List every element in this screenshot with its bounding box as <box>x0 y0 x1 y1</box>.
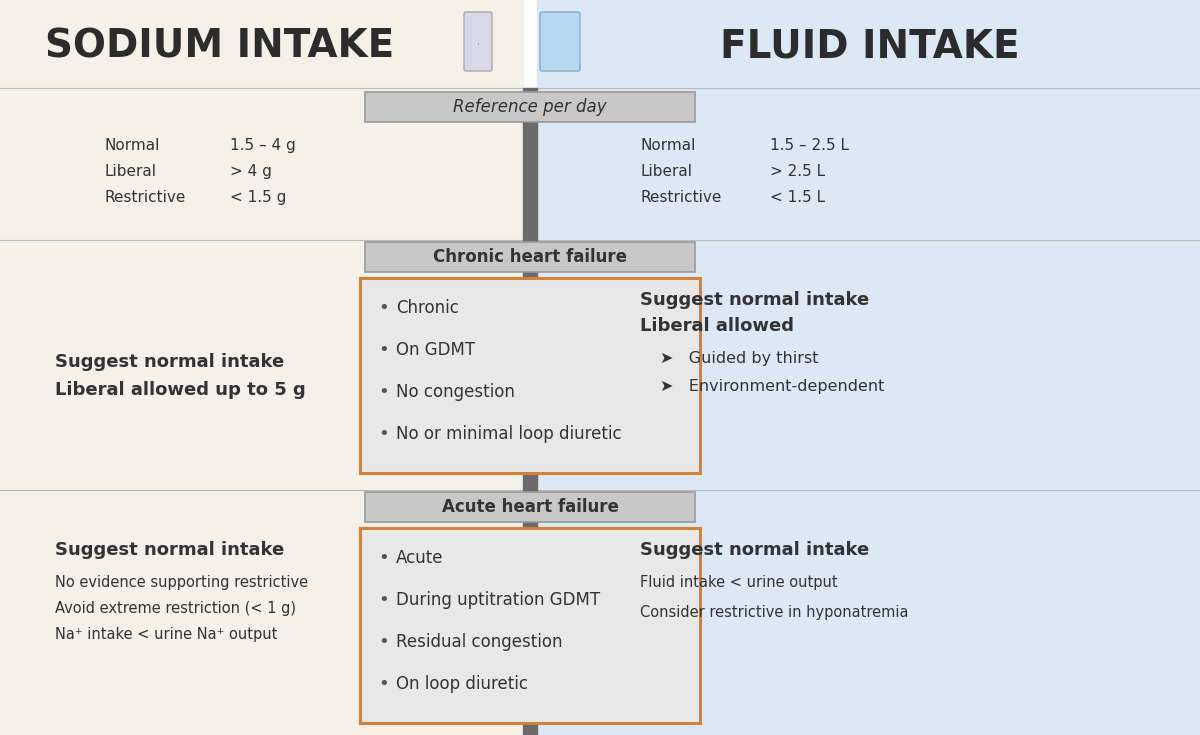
Text: On GDMT: On GDMT <box>396 341 475 359</box>
Bar <box>538 0 1200 88</box>
Text: •: • <box>378 633 389 651</box>
Text: Liberal: Liberal <box>106 163 157 179</box>
Text: No or minimal loop diuretic: No or minimal loop diuretic <box>396 425 622 443</box>
FancyBboxPatch shape <box>464 12 492 71</box>
Text: > 4 g: > 4 g <box>230 163 272 179</box>
Bar <box>0 0 523 735</box>
Text: Fluid intake < urine output: Fluid intake < urine output <box>640 575 838 589</box>
Text: No congestion: No congestion <box>396 383 515 401</box>
Text: Consider restrictive in hyponatremia: Consider restrictive in hyponatremia <box>640 604 908 620</box>
Text: •: • <box>378 341 389 359</box>
FancyBboxPatch shape <box>540 12 580 71</box>
Bar <box>538 88 1200 735</box>
FancyBboxPatch shape <box>365 492 695 522</box>
Text: Suggest normal intake: Suggest normal intake <box>640 291 869 309</box>
Text: Suggest normal intake: Suggest normal intake <box>55 541 284 559</box>
Text: Avoid extreme restriction (< 1 g): Avoid extreme restriction (< 1 g) <box>55 600 296 615</box>
Text: FLUID INTAKE: FLUID INTAKE <box>720 27 1020 65</box>
Text: Restrictive: Restrictive <box>640 190 721 204</box>
Text: Acute heart failure: Acute heart failure <box>442 498 618 516</box>
FancyBboxPatch shape <box>365 92 695 122</box>
Text: Normal: Normal <box>106 137 161 152</box>
Text: Chronic heart failure: Chronic heart failure <box>433 248 628 266</box>
Text: Na⁺ intake < urine Na⁺ output: Na⁺ intake < urine Na⁺ output <box>55 626 277 642</box>
Text: •: • <box>378 549 389 567</box>
Text: No evidence supporting restrictive: No evidence supporting restrictive <box>55 575 308 589</box>
FancyBboxPatch shape <box>360 528 700 723</box>
Text: •: • <box>378 675 389 693</box>
Text: SODIUM INTAKE: SODIUM INTAKE <box>46 27 395 65</box>
Text: Restrictive: Restrictive <box>106 190 186 204</box>
FancyBboxPatch shape <box>365 242 695 272</box>
Text: Chronic: Chronic <box>396 299 458 317</box>
Text: Acute: Acute <box>396 549 444 567</box>
Text: •: • <box>378 591 389 609</box>
Text: Reference per day: Reference per day <box>454 98 607 116</box>
Text: < 1.5 L: < 1.5 L <box>770 190 826 204</box>
Text: 1.5 – 4 g: 1.5 – 4 g <box>230 137 295 152</box>
Bar <box>523 88 538 735</box>
Text: •: • <box>378 425 389 443</box>
Text: On loop diuretic: On loop diuretic <box>396 675 528 693</box>
Text: Suggest normal intake: Suggest normal intake <box>55 353 284 370</box>
Text: > 2.5 L: > 2.5 L <box>770 163 826 179</box>
Text: ➤   Guided by thirst: ➤ Guided by thirst <box>660 351 818 365</box>
FancyBboxPatch shape <box>360 278 700 473</box>
Text: •: • <box>378 383 389 401</box>
Text: Normal: Normal <box>640 137 695 152</box>
Text: ➤   Environment-dependent: ➤ Environment-dependent <box>660 379 884 393</box>
Text: < 1.5 g: < 1.5 g <box>230 190 287 204</box>
Text: •: • <box>378 299 389 317</box>
Text: Liberal: Liberal <box>640 163 692 179</box>
Text: Suggest normal intake: Suggest normal intake <box>640 541 869 559</box>
Text: Residual congestion: Residual congestion <box>396 633 563 651</box>
Text: Liberal allowed up to 5 g: Liberal allowed up to 5 g <box>55 381 306 398</box>
Text: During uptitration GDMT: During uptitration GDMT <box>396 591 600 609</box>
Text: Liberal allowed: Liberal allowed <box>640 317 794 335</box>
Text: 1.5 – 2.5 L: 1.5 – 2.5 L <box>770 137 850 152</box>
